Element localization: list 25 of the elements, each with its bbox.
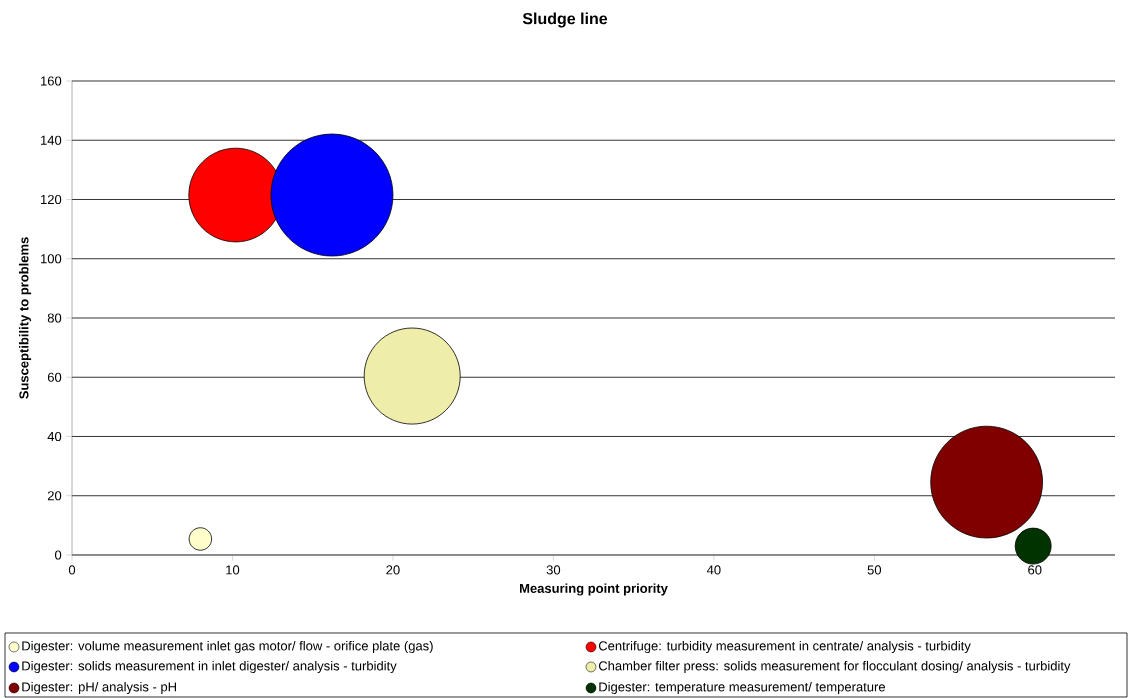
y-tick-label: 40 [47, 431, 62, 442]
legend-label: Digester: solids measurement in inlet digester/ analysis - turbidity [22, 660, 397, 674]
y-axis-title: Susceptibility to problems [18, 237, 32, 399]
x-tick-label: 10 [226, 565, 240, 575]
y-tick-label: 140 [41, 135, 62, 145]
x-tick-label: 40 [706, 565, 721, 575]
x-tick-label: 30 [546, 565, 561, 575]
y-tick-label: 160 [41, 76, 62, 86]
y-tick-label: 120 [41, 194, 62, 205]
y-tick-label: 60 [47, 372, 62, 382]
x-axis-title: Measuring point priority [519, 583, 668, 596]
x-tick-label: 0 [68, 565, 76, 575]
legend-label: Digester: pH/ analysis - pH [22, 681, 176, 695]
x-tick-label: 50 [867, 565, 882, 575]
chart-title: Sludge line [522, 12, 608, 28]
x-tick-label: 60 [1028, 565, 1042, 575]
y-tick-label: 0 [54, 550, 62, 560]
x-tick-label: 20 [386, 565, 400, 575]
legend-label: Digester: volume measurement inlet gas motor/ flow - orifice plate (gas) [22, 640, 433, 654]
legend-label: Digester: temperature measurement/ temperature [599, 681, 885, 695]
y-tick-label: 80 [47, 313, 62, 323]
y-tick-label: 100 [41, 254, 62, 264]
legend-label: Chamber filter press: solids measurement for flocculant dosing/ analysis - turbidity [598, 660, 1071, 674]
legend-label: Centrifuge: turbidity measurement in centrate/ analysis - turbidity [598, 640, 971, 654]
y-tick-label: 20 [47, 491, 62, 501]
